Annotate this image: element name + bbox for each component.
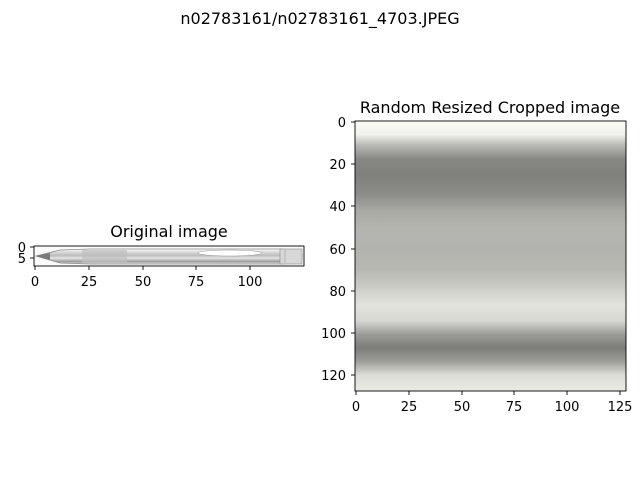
cropped-ytick-label: 0 [338,116,346,131]
original-ytick-label: 5 [18,252,26,267]
cropped-xtick-label: 125 [608,400,633,415]
cropped-ytick-label: 20 [329,158,346,173]
cropped-y-axis: 0 20 40 60 80 100 120 [321,116,355,384]
figure-title: n02783161/n02783161_4703.JPEG [180,9,459,29]
cropped-x-axis: 0 25 50 75 100 125 [352,391,633,415]
cropped-image [355,121,626,391]
original-xtick-label: 50 [135,275,152,290]
cropped-ytick-label: 40 [329,200,346,215]
cropped-ytick-label: 60 [329,243,346,258]
cropped-xtick-label: 75 [506,400,523,415]
cropped-ytick-label: 80 [329,285,346,300]
original-image [34,246,304,266]
cropped-xtick-label: 50 [454,400,471,415]
cropped-axes-frame [354,120,627,392]
original-axes-frame [33,245,305,267]
original-xtick-label: 100 [238,275,263,290]
original-ytick-label: 0 [18,241,26,256]
original-x-axis: 0 25 50 75 100 [31,266,263,290]
cropped-ytick-label: 100 [321,327,346,342]
original-xtick-label: 25 [81,275,98,290]
original-y-axis: 0 5 [18,241,34,267]
original-xtick-label: 0 [31,275,39,290]
cropped-xtick-label: 0 [352,400,360,415]
cropped-xtick-label: 100 [555,400,580,415]
cropped-image-title: Random Resized Cropped image [360,98,620,117]
original-xtick-label: 75 [188,275,205,290]
cropped-xtick-label: 25 [401,400,418,415]
original-image-title: Original image [110,222,228,241]
cropped-image-panel: Random Resized Cropped image 0 25 50 75 … [321,98,632,415]
original-image-panel: Original image 0 25 50 75 [18,222,305,290]
cropped-ytick-label: 120 [321,369,346,384]
